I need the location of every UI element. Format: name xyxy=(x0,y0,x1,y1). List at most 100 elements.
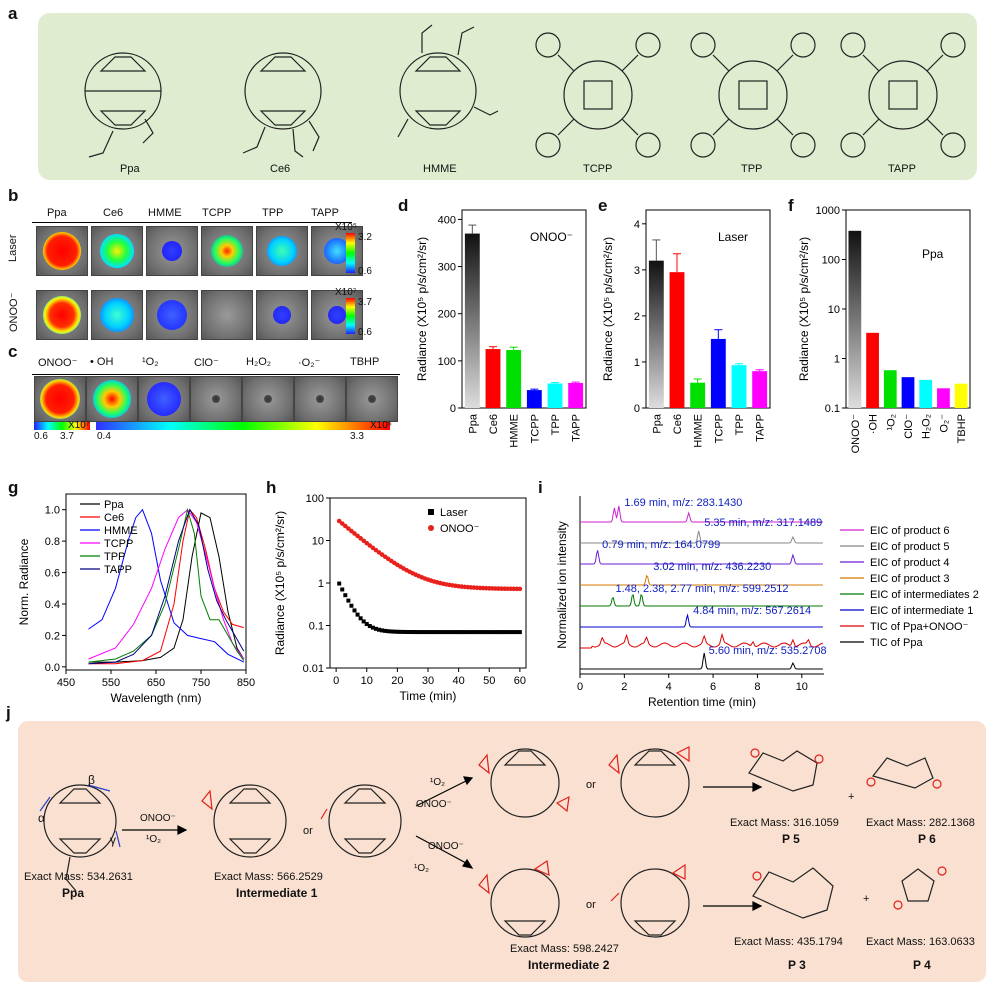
well-cell xyxy=(256,226,308,276)
legend-label: EIC of product 4 xyxy=(870,557,950,569)
y-axis-label: Normalized ion intensity xyxy=(555,521,569,648)
data-point-onoo xyxy=(346,526,351,531)
data-point-laser xyxy=(462,630,467,635)
data-point-laser xyxy=(499,630,504,635)
y-tick-label: 400 xyxy=(438,214,456,226)
signal-spot xyxy=(212,395,220,403)
data-point-laser xyxy=(490,630,495,635)
x-tick-label: 550 xyxy=(102,677,120,689)
bar-TPP xyxy=(547,383,563,408)
y-tick-label: 10 xyxy=(312,536,324,548)
structure-label-tcpp: TCPP xyxy=(583,163,613,175)
data-point-onoo xyxy=(336,518,342,524)
well-cell xyxy=(242,376,294,422)
col-tapp: TAPP xyxy=(311,207,339,219)
well-cell xyxy=(256,290,308,340)
y-tick-label: 0.4 xyxy=(45,599,60,611)
panel-label-a: a xyxy=(8,4,18,23)
legend-label: TIC of Ppa+ONOO⁻ xyxy=(870,621,969,633)
signal-spot xyxy=(43,296,81,334)
data-point-laser xyxy=(377,627,381,632)
data-point-laser xyxy=(361,619,366,624)
well-cell xyxy=(91,290,143,340)
well-cell xyxy=(201,226,253,276)
data-point-laser xyxy=(432,630,437,635)
signal-spot xyxy=(93,380,131,418)
x-tick-label: 30 xyxy=(422,675,434,687)
structures-panel: Ppa Ce6 HMME TCPP TPP TAPP xyxy=(38,13,977,180)
data-point-laser xyxy=(453,630,458,635)
y-tick-label: 0.1 xyxy=(309,621,324,633)
x-tick-label: 10 xyxy=(796,681,808,693)
trace-EIC of intermediate 1 xyxy=(580,613,823,628)
bar-Ce6 xyxy=(669,272,685,408)
scale-laser-exp: X10⁵ xyxy=(335,222,357,233)
x-tick-label: ·OH xyxy=(868,414,880,434)
well-cell xyxy=(138,376,190,422)
x-axis-label: Wavelength (nm) xyxy=(111,691,202,705)
y-tick-label: 10 xyxy=(828,304,840,316)
int1-or: or xyxy=(303,825,313,837)
x-tick-label: TBHP xyxy=(956,414,968,443)
peak-annotation: 1.69 min, m/z: 283.1430 xyxy=(624,497,742,509)
y-tick-label: 0 xyxy=(450,403,456,415)
legend-label: Laser xyxy=(440,507,468,519)
peak-annotation: 1.48, 2.38, 2.77 min, m/z: 599.2512 xyxy=(615,583,788,595)
x-tick-label: TAPP xyxy=(571,414,583,442)
legend-marker xyxy=(428,525,434,531)
data-point-laser xyxy=(517,630,522,635)
x-tick-label: 0 xyxy=(333,675,339,687)
legend-label: EIC of product 3 xyxy=(870,573,950,585)
data-point-laser xyxy=(386,629,391,634)
y-tick-label: 300 xyxy=(438,262,456,274)
bar-Ppa xyxy=(648,260,664,408)
data-point-laser xyxy=(426,630,430,635)
line-chart-g: 450 550 650 750 850 0.0 0.2 0.4 0.6 0.8 1.0 PpaCe6H… xyxy=(17,493,255,705)
data-point-laser xyxy=(340,587,345,592)
x-tick-label: 6 xyxy=(710,681,716,693)
data-point-onoo xyxy=(517,586,523,592)
p4-name: P 4 xyxy=(913,958,931,972)
col-tpp: TPP xyxy=(262,207,284,219)
panel-label-b: b xyxy=(8,186,19,205)
c-column-label: ·O₂⁻ xyxy=(298,357,321,369)
signal-spot xyxy=(316,395,324,403)
legend-label: ONOO⁻ xyxy=(440,523,480,535)
data-point-laser xyxy=(398,629,403,634)
col-ce6: Ce6 xyxy=(103,207,124,219)
x-tick-label: HMME xyxy=(693,414,705,448)
x-tick-label: 650 xyxy=(147,677,165,689)
structure-label-ce6: Ce6 xyxy=(270,163,291,175)
data-point-laser xyxy=(404,629,409,634)
mechanism-scheme xyxy=(39,746,947,938)
c-right-min: 0.4 xyxy=(97,431,111,442)
data-point-onoo xyxy=(343,523,348,529)
data-point-laser xyxy=(373,626,378,631)
p6-mass: Exact Mass: 282.1368 xyxy=(866,817,975,829)
x-tick-label: 10 xyxy=(361,675,373,687)
data-point-laser xyxy=(346,598,351,603)
p3-mass: Exact Mass: 435.1794 xyxy=(734,936,843,948)
signal-spot xyxy=(162,241,182,261)
data-point-laser xyxy=(410,630,415,635)
trace-TIC of Ppa xyxy=(580,652,823,670)
data-point-laser xyxy=(465,630,470,635)
bar-TCPP xyxy=(710,338,726,408)
porphyrin-structures xyxy=(84,24,966,158)
data-point-laser xyxy=(367,624,372,629)
mechanism-panel: Exact Mass: 534.2631 Ppa β α γ ONOO⁻ ¹O₂… xyxy=(18,721,986,982)
data-point-laser xyxy=(493,630,498,635)
scale-onoo-min: 0.6 xyxy=(358,327,372,338)
x-tick-label: 850 xyxy=(237,677,255,689)
signal-spot xyxy=(264,395,272,403)
data-point-laser xyxy=(450,630,455,635)
signal-spot xyxy=(273,306,291,324)
bar-Ce6 xyxy=(485,349,501,408)
x-tick-label: Ce6 xyxy=(672,414,684,434)
p6-name: P 6 xyxy=(918,832,936,846)
x-tick-label: O₂⁻ xyxy=(938,414,950,433)
data-point-laser xyxy=(370,625,375,630)
peak-annotation: 5.60 min, m/z: 535.2708 xyxy=(709,645,827,657)
y-tick-label: 0.1 xyxy=(825,403,840,415)
data-point-laser xyxy=(407,630,412,635)
